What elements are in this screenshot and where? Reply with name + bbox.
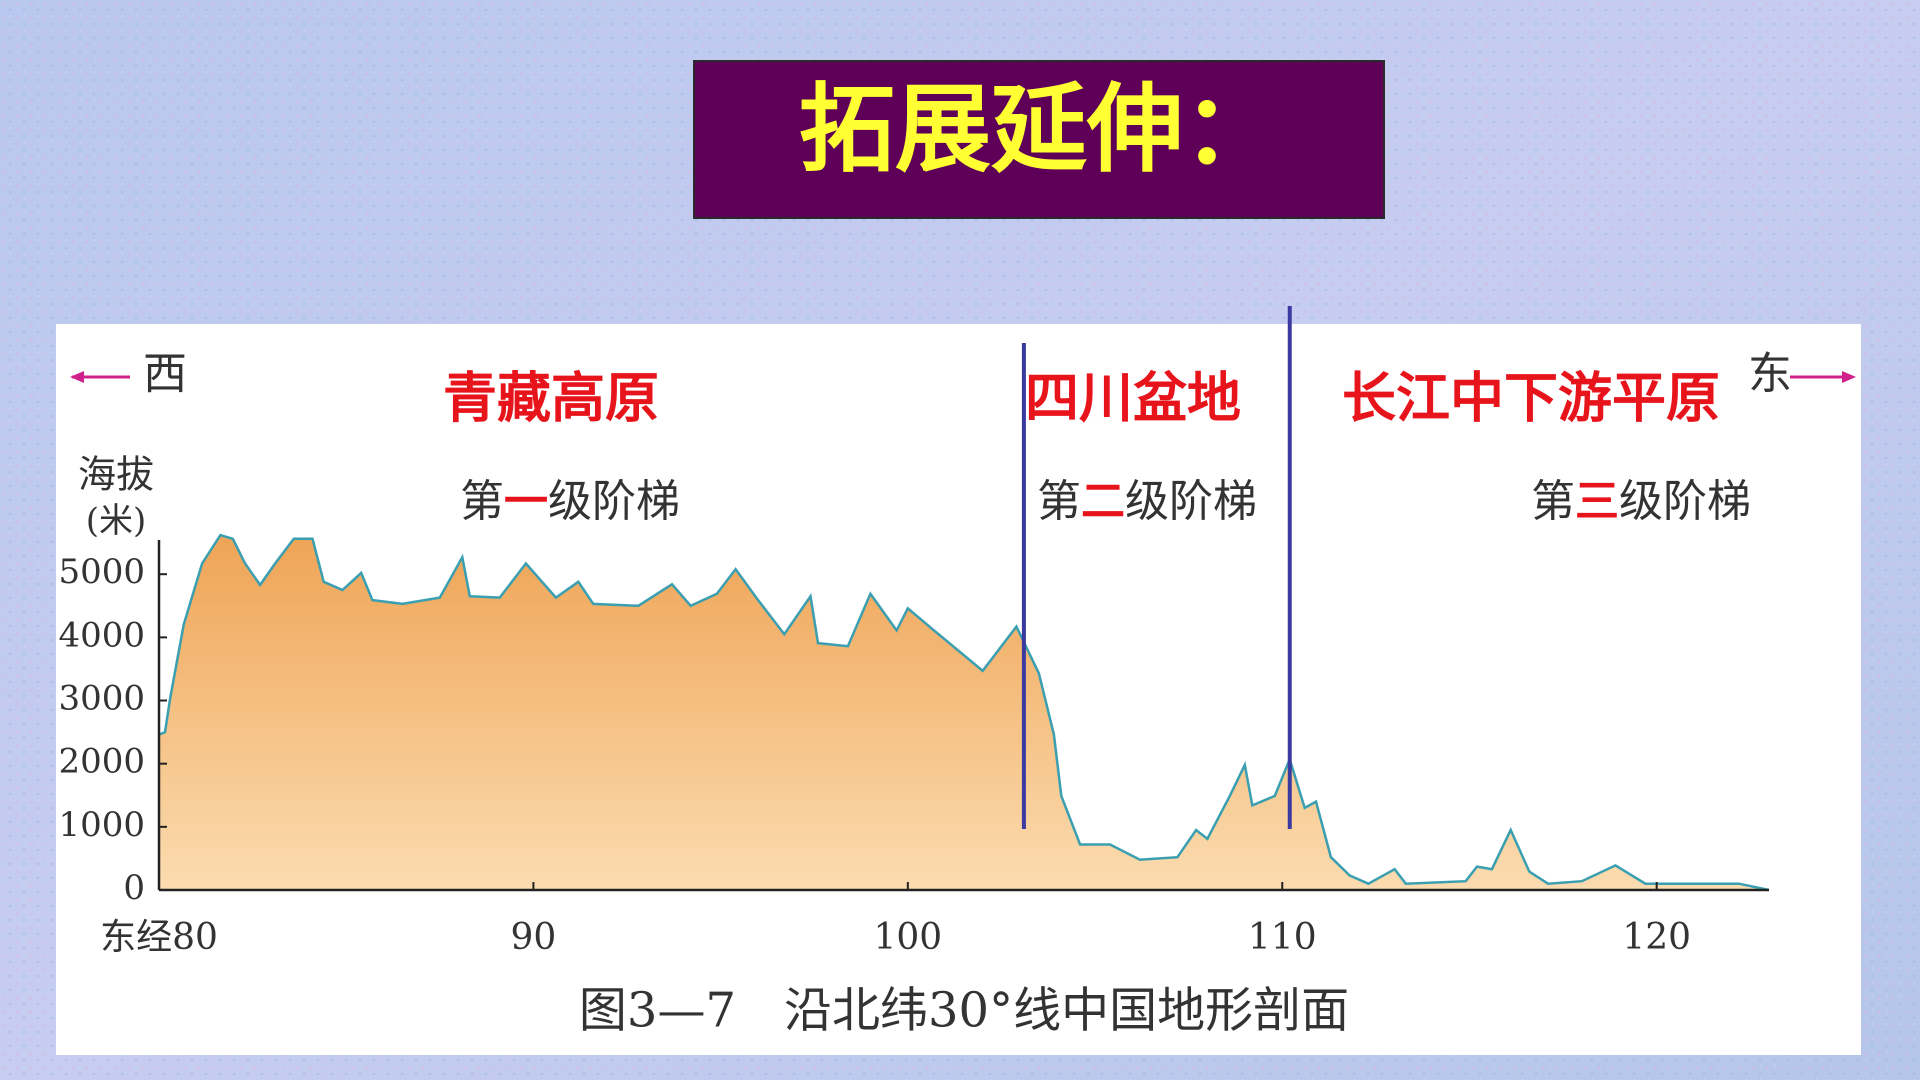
step-label-prefix: 第	[460, 476, 504, 527]
terrain-area	[159, 535, 1769, 890]
x-tick-label: 90	[511, 917, 557, 958]
y-axis-label: 海拔	[78, 453, 154, 497]
step-label-number: 三	[1575, 476, 1619, 527]
east-label: 东	[1748, 349, 1792, 400]
caption: 图3—7 沿北纬30°线中国地形剖面	[579, 983, 1349, 1039]
step-label-number: 一	[504, 476, 548, 527]
y-tick-label: 0	[123, 868, 145, 908]
y-tick-label: 5000	[58, 552, 145, 592]
region-label: 四川盆地	[1025, 367, 1241, 430]
x-tick-label: 120	[1622, 917, 1691, 958]
step-label-suffix: 级阶梯	[1619, 476, 1751, 527]
step-label-prefix: 第	[1531, 476, 1575, 527]
plot: 0 1000 2000 3000 4000 5000 东经80 90 100 110 120	[58, 533, 1770, 958]
y-tick-label: 3000	[58, 679, 145, 719]
title-box	[693, 60, 1385, 219]
region-label: 青藏高原	[443, 367, 659, 430]
y-axis-unit: (米)	[86, 501, 147, 541]
y-tick-label: 1000	[58, 805, 145, 845]
x-tick-label: 110	[1248, 917, 1317, 958]
x-tick-label: 100	[873, 917, 942, 958]
x-tick-label: 东经80	[100, 917, 218, 958]
step-label: 第二级阶梯	[1037, 476, 1257, 527]
east-arrowhead	[1842, 371, 1856, 383]
step-label-suffix: 级阶梯	[548, 476, 680, 527]
region-label: 长江中下游平原	[1342, 367, 1720, 430]
step-label-number: 二	[1081, 476, 1125, 527]
west-label: 西	[143, 349, 187, 400]
step-label-prefix: 第	[1037, 476, 1081, 527]
step-label: 第三级阶梯	[1531, 476, 1751, 527]
terrain-line	[158, 533, 1770, 892]
title: 拓展延伸：	[799, 73, 1279, 185]
step-label-suffix: 级阶梯	[1125, 476, 1257, 527]
west-arrowhead	[70, 371, 84, 383]
y-tick-label: 2000	[58, 742, 145, 782]
y-tick-label: 4000	[58, 615, 145, 655]
step-label: 第一级阶梯	[460, 476, 680, 527]
